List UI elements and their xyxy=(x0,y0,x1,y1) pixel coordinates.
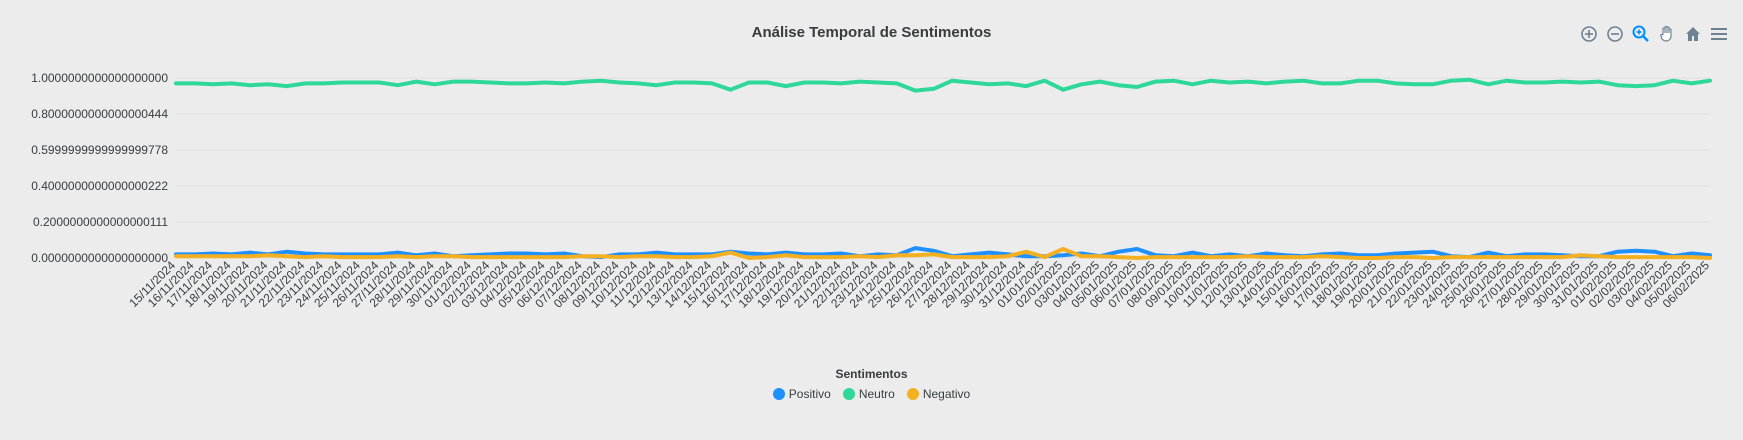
menu-icon[interactable] xyxy=(1709,24,1729,44)
selection-zoom-icon[interactable] xyxy=(1631,24,1651,44)
chart-title: Análise Temporal de Sentimentos xyxy=(751,24,992,41)
pan-hand-icon[interactable] xyxy=(1657,24,1677,44)
y-tick-label: 0.2000000000000000111 xyxy=(33,215,168,229)
y-tick-label: 0.8000000000000000444 xyxy=(31,107,168,121)
legend-label: Neutro xyxy=(858,387,895,401)
chart-toolbar xyxy=(1579,24,1729,44)
y-tick-label: 1.0000000000000000000 xyxy=(31,71,168,85)
legend-items: Positivo Neutro Negativo xyxy=(772,387,971,401)
home-reset-icon[interactable] xyxy=(1683,24,1703,44)
legend-item-negativo[interactable]: Negativo xyxy=(906,387,971,401)
plot-area: 0.0000000000000000000 0.20000000000000001… xyxy=(31,71,1712,311)
y-tick-label: 0.4000000000000000222 xyxy=(31,179,168,193)
series-line-neutro xyxy=(174,77,1712,93)
legend-marker xyxy=(772,388,785,400)
legend-item-positivo[interactable]: Positivo xyxy=(772,387,831,401)
legend-label: Positivo xyxy=(788,387,831,401)
series-line-negativo xyxy=(174,247,1712,260)
y-tick-label: 0.5999999999999999778 xyxy=(31,143,168,157)
legend-marker xyxy=(842,388,855,400)
legend-item-neutro[interactable]: Neutro xyxy=(842,387,895,401)
legend: Sentimentos Positivo Neutro Negativo xyxy=(0,367,1743,403)
zoom-in-icon[interactable] xyxy=(1579,24,1599,44)
legend-label: Negativo xyxy=(922,387,971,401)
y-tick-label: 0.0000000000000000000 xyxy=(31,251,168,265)
zoom-out-icon[interactable] xyxy=(1605,24,1625,44)
legend-title: Sentimentos xyxy=(835,367,908,381)
legend-marker xyxy=(906,388,919,400)
